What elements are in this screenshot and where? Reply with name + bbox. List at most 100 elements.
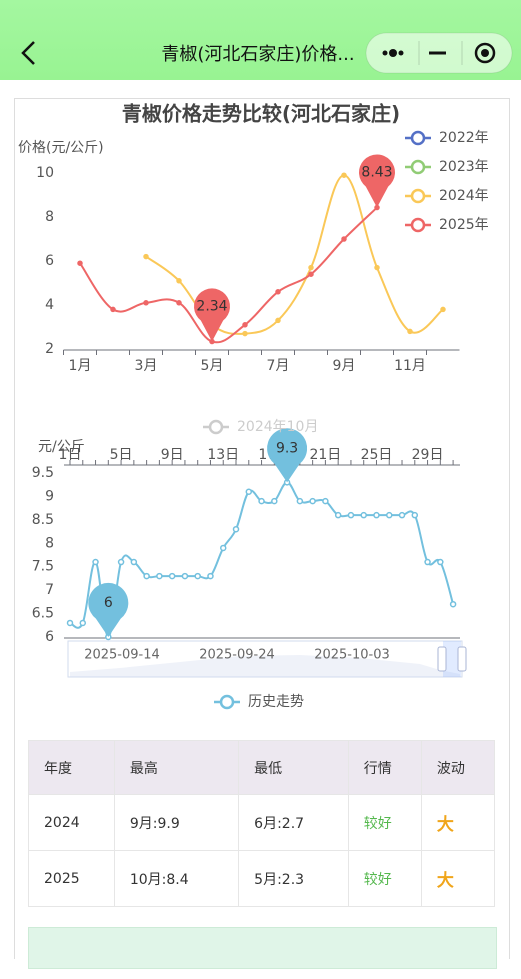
legend-label: 历史走势 (248, 694, 304, 710)
y-axis-label: 价格(元/公斤) (18, 140, 104, 156)
y-tick-label: 6 (45, 253, 54, 269)
point (245, 488, 253, 495)
point (156, 572, 163, 580)
more-button[interactable] (382, 49, 404, 57)
point (398, 511, 406, 519)
cell: 9月:9.9 (113, 794, 240, 851)
minimize-button[interactable] (429, 51, 446, 55)
y-tick-label: 10 (36, 165, 54, 181)
point (117, 558, 125, 566)
point (437, 558, 444, 566)
point (407, 328, 413, 335)
cell: 2024 (28, 794, 115, 851)
y-tick-label: 6 (45, 629, 54, 645)
point (308, 271, 314, 277)
point (275, 317, 281, 324)
y-tick-label: 8.5 (32, 512, 54, 528)
point (219, 544, 227, 552)
y-tick-label: 8 (45, 209, 54, 225)
point (334, 511, 342, 519)
nav-bar: 青椒(河北石家庄)价格... (0, 0, 521, 80)
x-tick-label: 25日 (361, 447, 393, 463)
slider-label: 2025-09-24 (199, 648, 275, 663)
cell: 大 (420, 794, 496, 851)
point (110, 306, 116, 313)
close-button[interactable] (474, 42, 496, 64)
y-tick-label: 2 (45, 341, 54, 357)
legend-icon (219, 694, 235, 710)
y-tick-label: 4 (45, 297, 54, 313)
x-tick-label: 5月 (201, 358, 224, 374)
legend-label: 2024年 (439, 188, 489, 204)
point (275, 289, 281, 295)
page-title: 青椒(河北石家庄)价格... (161, 44, 355, 65)
legend-label: 2022年 (439, 130, 489, 146)
legend-icon (410, 159, 426, 175)
th: 行情 (347, 740, 422, 795)
summary-table: 年度 最高 最低 行情 波动 2024 9月:9.9 6月:2.7 较好 大 2… (28, 740, 496, 907)
point (168, 572, 176, 580)
point (341, 172, 347, 178)
point (308, 264, 314, 271)
table-row: 2025 10月:8.4 5月:2.3 较好 大 (28, 850, 496, 907)
legend-label: 2023年 (439, 159, 489, 175)
point (440, 306, 446, 313)
zoom-preview (70, 655, 460, 677)
slider-label: 2025-10-03 (314, 648, 390, 663)
cell: 大 (420, 850, 496, 907)
x-tick-label: 1月 (69, 358, 92, 374)
th: 最高 (113, 740, 240, 795)
cell: 5月:2.3 (238, 850, 349, 907)
cell: 10月:8.4 (113, 850, 240, 907)
y-tick-label: 9.5 (32, 465, 54, 481)
point (92, 558, 99, 566)
legend-label: 2024年10月 (237, 419, 318, 435)
x-tick-label: 3月 (135, 358, 158, 374)
x-tick-label: 13日 (207, 447, 239, 463)
point (242, 322, 248, 328)
pin-label: 6 (104, 595, 113, 611)
point (424, 558, 431, 566)
legend-icon (410, 217, 426, 233)
zoom-handle[interactable] (457, 646, 467, 672)
point (176, 300, 182, 306)
pin-label: 2.34 (196, 299, 227, 315)
x-tick-label: 7月 (267, 358, 290, 374)
nav-icons (21, 32, 513, 74)
point (322, 497, 329, 505)
x-tick-label: 9月 (333, 358, 356, 374)
pin-label: 8.43 (361, 165, 392, 181)
point (411, 511, 419, 519)
series-line (69, 481, 455, 639)
point (79, 619, 87, 627)
pin (267, 428, 308, 483)
point (374, 264, 380, 271)
legend-label: 2025年 (439, 217, 489, 233)
point (130, 558, 138, 566)
point (386, 511, 393, 519)
zoom-handle[interactable] (437, 646, 447, 672)
point (143, 300, 149, 306)
cell: 2025 (28, 850, 115, 907)
y-tick-label: 8 (45, 535, 54, 551)
pin-label: 9.3 (276, 440, 298, 456)
point (66, 619, 74, 627)
legend-icon (410, 130, 426, 146)
th: 年度 (28, 740, 115, 795)
point (347, 511, 355, 519)
table-row: 2024 9月:9.9 6月:2.7 较好 大 (28, 794, 496, 851)
legend-icon (410, 188, 426, 204)
legend-icon (208, 419, 224, 435)
point (258, 497, 265, 505)
back-button[interactable] (21, 41, 35, 65)
pin (194, 288, 231, 342)
chart-title: 青椒价格走势比较(河北石家庄) (122, 102, 400, 126)
point (360, 511, 367, 519)
zoom-window (443, 641, 461, 677)
note-box (28, 927, 497, 969)
point (181, 572, 189, 580)
point (207, 572, 214, 580)
cell: 较好 (347, 850, 422, 907)
point (143, 253, 149, 260)
